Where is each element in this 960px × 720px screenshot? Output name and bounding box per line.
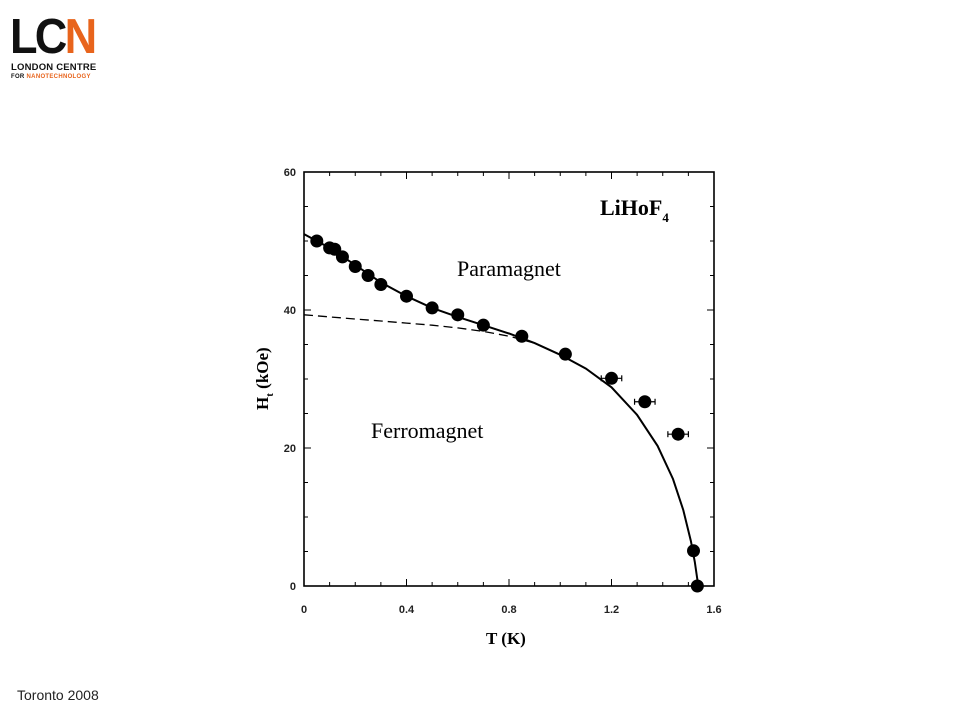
logo-line1: LONDON CENTRE [11, 62, 97, 73]
y-tick-label: 20 [284, 443, 296, 455]
logo-letters-accent: N [64, 10, 98, 64]
data-point [310, 234, 324, 248]
data-point [638, 395, 652, 409]
data-point [476, 318, 490, 332]
axis-tick-labels: 0 0.4 0.8 1.2 1.6 0 20 40 60 [284, 167, 722, 616]
data-point [400, 289, 413, 303]
x-axis-label: T (K) [486, 629, 526, 648]
data-point [374, 277, 388, 291]
x-tick-label: 1.6 [706, 604, 721, 616]
data-point [671, 427, 685, 441]
logo-line2-prefix: FOR [11, 74, 27, 80]
logo-line2: FOR NANOTECHNOLOGY [11, 74, 91, 80]
logo-letters: LCN [10, 13, 97, 62]
logo-line2-accent: NANOTECHNOLOGY [26, 74, 91, 80]
data-point [451, 308, 465, 322]
data-point [687, 544, 700, 558]
logo-letters-dark: LC [10, 10, 67, 64]
x-tick-label: 1.2 [604, 604, 619, 616]
data-point [515, 329, 529, 343]
y-axis-label: Ht (kOe) [253, 347, 276, 410]
footer-text: Toronto 2008 [17, 687, 99, 703]
data-point [348, 260, 362, 274]
data-point [361, 269, 375, 282]
phase-diagram-chart: 0 0.4 0.8 1.2 1.6 0 20 40 60 LiHoF4 Paramagnet F… [253, 167, 722, 648]
curves [303, 233, 700, 587]
data-point [605, 371, 618, 385]
x-tick-label: 0.4 [399, 604, 415, 616]
y-tick-label: 60 [284, 167, 296, 179]
data-point [558, 347, 572, 361]
data-point [425, 301, 439, 315]
compound-label: LiHoF4 [600, 195, 669, 225]
data-point [690, 579, 704, 593]
ferromagnet-label: Ferromagnet [371, 418, 483, 443]
x-tick-label: 0 [301, 604, 307, 616]
plot-frame [303, 171, 715, 587]
dashed-fit-line [303, 314, 535, 344]
paramagnet-label: Paramagnet [457, 256, 561, 281]
y-tick-label: 0 [290, 581, 296, 593]
data-points [310, 234, 704, 593]
lcn-logo: LCN LONDON CENTRE FOR NANOTECHNOLOGY [10, 13, 110, 84]
data-point [335, 250, 349, 264]
x-tick-label: 0.8 [501, 604, 516, 616]
phase-boundary-line [303, 233, 700, 587]
y-tick-label: 40 [284, 305, 296, 317]
axis-ticks [303, 171, 715, 587]
